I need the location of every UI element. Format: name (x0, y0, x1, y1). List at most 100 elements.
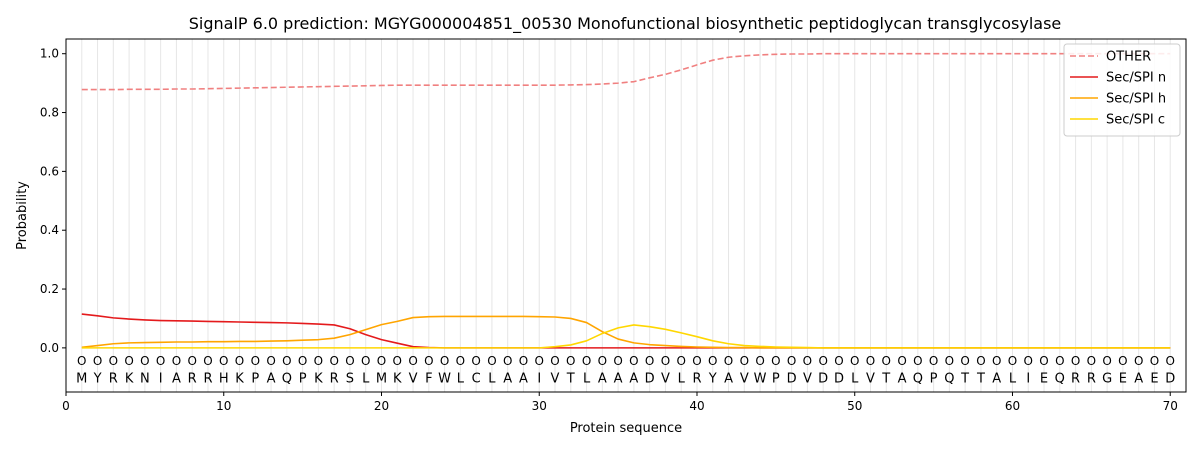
residue-letter: R (1071, 371, 1080, 386)
legend-label: Sec/SPI c (1106, 113, 1165, 128)
residue-letter: R (330, 371, 339, 386)
residue-letter: L (488, 371, 496, 386)
residue-marker: O (913, 354, 922, 368)
residue-marker: O (897, 354, 906, 368)
residue-letter: Y (93, 371, 102, 386)
residue-letter: D (1165, 371, 1175, 386)
residue-marker: O (976, 354, 985, 368)
residue-letter: I (159, 371, 163, 386)
residue-letter: R (1087, 371, 1096, 386)
residue-marker: O (1055, 354, 1064, 368)
residue-letter: D (645, 371, 655, 386)
residue-marker: O (503, 354, 512, 368)
residue-letter: A (724, 371, 733, 386)
residue-letter: Q (944, 371, 954, 386)
plot-frame (65, 38, 1187, 393)
legend-label: Sec/SPI n (1106, 71, 1166, 86)
residue-marker: O (314, 354, 323, 368)
residue-marker: O (992, 354, 1001, 368)
residue-marker: O (172, 354, 181, 368)
y-tick-label: 0.2 (40, 282, 59, 296)
x-axis: 0 10 20 30 40 50 60 70 (62, 392, 1178, 413)
x-tick-label: 70 (1163, 399, 1178, 413)
residue-marker: O (140, 354, 149, 368)
residue-letter: M (376, 371, 387, 386)
residue-letter: V (661, 371, 670, 386)
residue-letter: N (140, 371, 150, 386)
residue-marker: O (361, 354, 370, 368)
residue-letter: K (314, 371, 323, 386)
residue-marker: O (676, 354, 685, 368)
residue-letter: L (851, 371, 859, 386)
residue-marker: O (456, 354, 465, 368)
residue-marker: O (1150, 354, 1159, 368)
residue-letter: A (992, 371, 1001, 386)
residue-letter: Y (708, 371, 717, 386)
residue-marker: O (724, 354, 733, 368)
residue-letter: L (457, 371, 465, 386)
residue-marker: O (787, 354, 796, 368)
residue-marker: O (282, 354, 291, 368)
residue-letter: P (251, 371, 259, 386)
residue-letter: A (898, 371, 907, 386)
residue-marker: O (266, 354, 275, 368)
residue-marker: O (471, 354, 480, 368)
y-axis-label: Probability (15, 181, 30, 250)
residue-marker: O (755, 354, 764, 368)
residue-letter: A (172, 371, 181, 386)
residue-marker: O (1165, 354, 1174, 368)
residue-letter: V (866, 371, 875, 386)
residue-marker: O (440, 354, 449, 368)
residue-letter: D (818, 371, 828, 386)
residue-letter: W (754, 371, 767, 386)
residue-marker: O (929, 354, 938, 368)
residue-marker: O (329, 354, 338, 368)
residue-letter: T (566, 371, 575, 386)
series-lines (81, 52, 1171, 349)
residue-letter: V (740, 371, 749, 386)
residue-letter: D (834, 371, 844, 386)
residue-marker: O (424, 354, 433, 368)
residue-letter: P (930, 371, 938, 386)
y-axis: 0.0 0.2 0.4 0.6 0.8 1.0 (40, 47, 66, 355)
residue-letter: R (203, 371, 212, 386)
residue-marker: O (740, 354, 749, 368)
series-line-sec-spi-c (81, 324, 1171, 349)
residue-marker: O (1118, 354, 1127, 368)
residue-letter: E (1040, 371, 1048, 386)
residue-marker: O (866, 354, 875, 368)
residue-marker: O (834, 354, 843, 368)
x-axis-label: Protein sequence (570, 421, 682, 436)
residue-letter: A (503, 371, 512, 386)
residue-letter: Q (913, 371, 923, 386)
residue-letter: H (219, 371, 229, 386)
residue-marker: O (535, 354, 544, 368)
residue-marker: O (219, 354, 228, 368)
residue-marker: O (945, 354, 954, 368)
residue-marker: O (550, 354, 559, 368)
residue-letter: I (1026, 371, 1030, 386)
residue-marker: O (519, 354, 528, 368)
residue-letter: L (1009, 371, 1017, 386)
residue-marker: O (345, 354, 354, 368)
residue-marker: O (251, 354, 260, 368)
x-tick-label: 60 (1005, 399, 1020, 413)
residue-marker: O (708, 354, 717, 368)
residue-letter: K (235, 371, 244, 386)
residue-marker: O (1134, 354, 1143, 368)
residue-marker: O (124, 354, 133, 368)
residue-letter: R (188, 371, 197, 386)
residue-marker: O (1024, 354, 1033, 368)
residue-marker: O (298, 354, 307, 368)
residue-letter: K (125, 371, 134, 386)
residue-letter: Q (282, 371, 292, 386)
residue-marker: O (393, 354, 402, 368)
residue-letter: V (551, 371, 560, 386)
residue-letter: V (803, 371, 812, 386)
residue-letter: A (519, 371, 528, 386)
residue-letter: P (772, 371, 780, 386)
residue-marker: O (1071, 354, 1080, 368)
residue-letter: A (629, 371, 638, 386)
residue-marker: O (692, 354, 701, 368)
residue-letter: A (614, 371, 623, 386)
